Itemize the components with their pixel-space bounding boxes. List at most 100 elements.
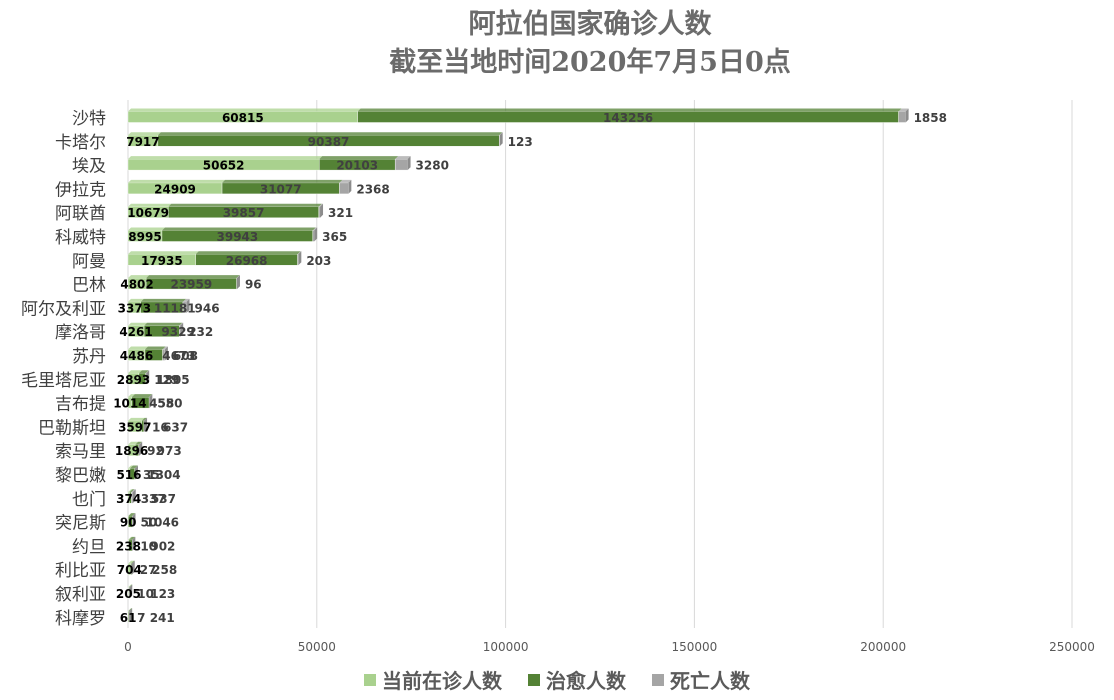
bar-segment-top xyxy=(144,346,166,350)
data-label-recovered: 31077 xyxy=(260,182,302,196)
bar-segment-top xyxy=(146,275,240,279)
bar-side xyxy=(164,346,168,361)
data-label-current: 10679 xyxy=(127,206,169,220)
data-label-deaths: 96 xyxy=(245,278,262,292)
bar-segment-top xyxy=(312,227,318,231)
bar-segment-top xyxy=(130,560,135,564)
bar-segment-top xyxy=(128,441,139,445)
data-label-current: 7917 xyxy=(126,135,159,149)
chart-title-line-1: 阿拉伯国家确诊人数 xyxy=(468,9,712,40)
bar-segment-top xyxy=(128,489,133,493)
bar-segment-top xyxy=(236,275,240,279)
data-label-current: 90 xyxy=(120,516,137,530)
bar-side xyxy=(180,322,184,337)
data-label-recovered: 90387 xyxy=(308,135,350,149)
bar-segment-top xyxy=(128,608,133,612)
bar-segment-top xyxy=(128,298,144,302)
x-tick-label: 50000 xyxy=(298,640,336,654)
data-label-recovered: 20103 xyxy=(336,159,378,173)
bar-chart: 0 50000 100000 150000 200000 250000 沙特 60815 143… xyxy=(21,100,1095,654)
data-label-deaths: 3280 xyxy=(416,159,449,173)
bar-segment-top xyxy=(128,465,133,469)
category-label: 科摩罗 xyxy=(55,609,106,629)
data-label-deaths: 321 xyxy=(328,206,353,220)
bar-side xyxy=(135,465,139,480)
bar-segment-top xyxy=(149,394,153,398)
data-label-deaths: 35 xyxy=(143,468,160,482)
bar-segment-top xyxy=(128,108,361,112)
data-label-current: 238 xyxy=(116,539,141,553)
bar-segment xyxy=(297,254,299,266)
category-label: 突尼斯 xyxy=(55,514,106,534)
category-label: 科威特 xyxy=(55,228,106,248)
bar-segment-top xyxy=(161,227,316,231)
bar-segment-top xyxy=(222,179,343,183)
bar-segment-top xyxy=(144,322,183,326)
bar-segment-top xyxy=(132,513,136,517)
category-label: 沙特 xyxy=(72,109,106,129)
legend-swatch-deaths xyxy=(652,673,664,686)
data-label-deaths: 10 xyxy=(137,587,154,601)
data-label-recovered: 537 xyxy=(151,492,176,506)
x-tick-label: 250000 xyxy=(1049,640,1095,654)
legend-item-current: 当前在诊人数 xyxy=(364,665,502,694)
bar-side xyxy=(905,108,909,123)
bar-side xyxy=(132,513,136,528)
data-label-recovered: 241 xyxy=(150,611,175,625)
data-label-recovered: 39857 xyxy=(223,206,265,220)
data-label-recovered: 1304 xyxy=(147,468,180,482)
bar-segment-top xyxy=(129,489,135,493)
bar-segment xyxy=(339,182,349,195)
data-label-current: 4261 xyxy=(119,325,152,339)
bar-side xyxy=(298,251,302,266)
data-label-recovered: 11181 xyxy=(154,301,196,315)
legend-item-deaths: 死亡人数 xyxy=(652,665,750,694)
category-label: 黎巴嫩 xyxy=(55,466,106,486)
data-label-deaths: 50 xyxy=(140,516,157,530)
bar-segment-top xyxy=(129,465,138,469)
bar-side xyxy=(129,584,133,599)
bar-segment-top xyxy=(128,227,165,231)
bar-side xyxy=(149,394,153,409)
bar-segment-top xyxy=(135,441,142,445)
data-label-current: 205 xyxy=(116,587,141,601)
bar-side xyxy=(131,560,135,575)
data-label-deaths: 1858 xyxy=(914,111,947,125)
bar-segment-top xyxy=(128,608,132,612)
data-label-recovered: 143256 xyxy=(603,111,653,125)
category-label: 也门 xyxy=(72,490,106,510)
legend-item-recovered: 治愈人数 xyxy=(528,665,626,694)
data-label-recovered: 973 xyxy=(157,444,182,458)
category-label: 埃及 xyxy=(72,157,106,177)
data-label-deaths: 129 xyxy=(154,373,179,387)
legend-swatch-current xyxy=(364,673,376,686)
data-label-current: 4802 xyxy=(120,278,153,292)
bar-side xyxy=(139,441,143,456)
bar-segment-top xyxy=(129,608,133,612)
data-label-current: 516 xyxy=(116,468,141,482)
bar-side xyxy=(348,179,352,194)
bar-segment-top xyxy=(162,346,168,350)
data-label-recovered: 26968 xyxy=(226,254,268,268)
bar-segment-top xyxy=(128,132,161,136)
data-label-current: 374 xyxy=(116,492,141,506)
data-label-deaths: 946 xyxy=(195,301,220,315)
data-label-deaths: 27 xyxy=(140,563,157,577)
data-label-deaths: 123 xyxy=(508,135,533,149)
bar-segment-top xyxy=(128,584,133,588)
bar-segment-top xyxy=(129,584,133,588)
bar-segment-top xyxy=(128,536,136,540)
data-label-deaths: 10 xyxy=(140,539,157,553)
bar-segment-top xyxy=(357,108,902,112)
category-label: 阿尔及利亚 xyxy=(21,299,106,319)
bar-side xyxy=(129,608,133,623)
data-label-deaths: 232 xyxy=(188,325,213,339)
bar-segment-top xyxy=(128,322,148,326)
data-label-recovered: 637 xyxy=(163,420,188,434)
data-label-deaths: 7 xyxy=(137,611,145,625)
bar-segment xyxy=(898,111,906,123)
bar-segment xyxy=(394,158,408,171)
bar-segment-top xyxy=(131,489,136,493)
data-label-recovered: 1046 xyxy=(146,516,179,530)
bar-segment-top xyxy=(131,394,153,398)
